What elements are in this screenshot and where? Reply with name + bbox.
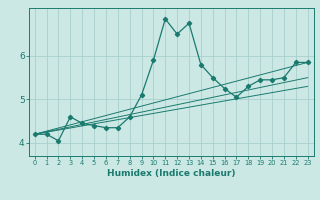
- X-axis label: Humidex (Indice chaleur): Humidex (Indice chaleur): [107, 169, 236, 178]
